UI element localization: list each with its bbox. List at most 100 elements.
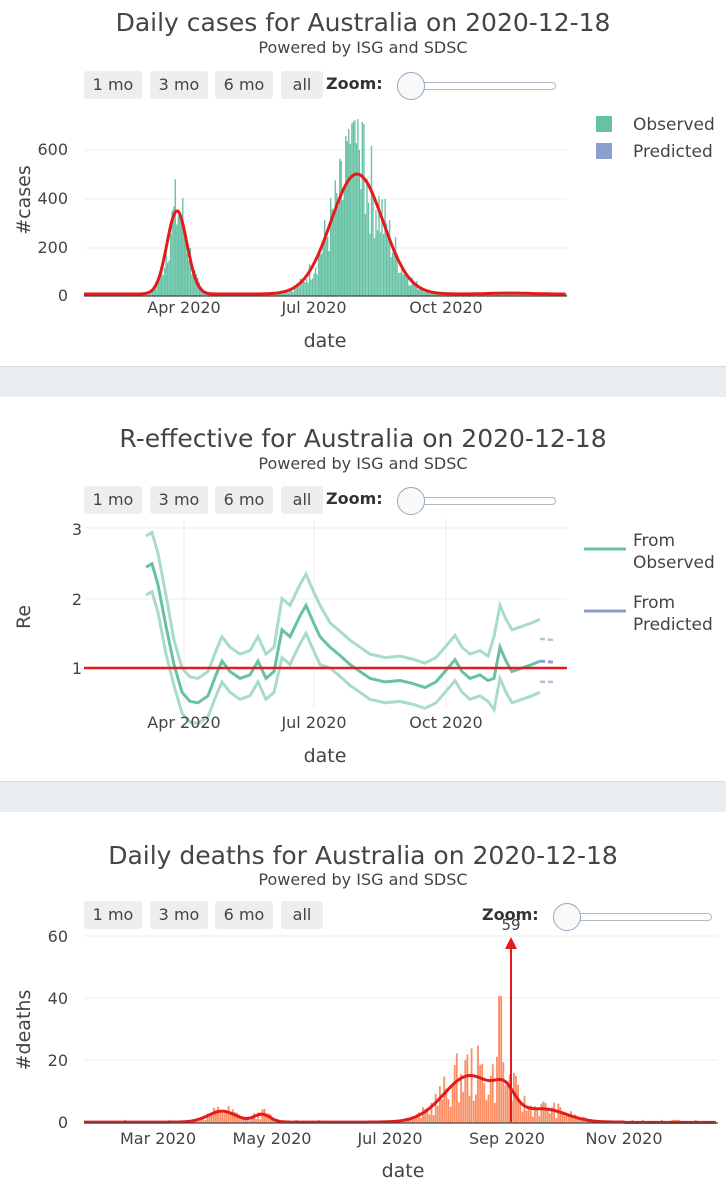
case-bar: [337, 206, 339, 296]
case-bar: [354, 120, 356, 296]
case-bar: [274, 293, 276, 296]
case-bar: [206, 294, 208, 296]
case-bar: [432, 293, 435, 296]
case-bar: [514, 294, 516, 296]
death-bar: [475, 1094, 477, 1123]
zoom-slider-knob[interactable]: [553, 903, 581, 931]
death-bar: [587, 1121, 589, 1123]
death-bar: [557, 1103, 560, 1123]
death-bar: [422, 1107, 424, 1123]
range-button-6mo[interactable]: 6 mo: [215, 486, 273, 514]
case-bar: [158, 281, 160, 296]
case-bar: [372, 191, 374, 296]
x-tick-label: Sep 2020: [469, 1129, 545, 1148]
range-button-3mo[interactable]: 3 mo: [150, 486, 208, 514]
range-button-3mo[interactable]: 3 mo: [150, 71, 208, 99]
case-bar: [188, 260, 190, 296]
case-bar: [318, 251, 320, 296]
x-axis-title: date: [304, 745, 347, 767]
death-bar: [506, 1080, 509, 1123]
y-tick-label: 0: [58, 286, 68, 305]
y-tick-label: 60: [48, 927, 68, 946]
death-bar: [527, 1106, 530, 1123]
death-bar: [447, 1099, 450, 1123]
case-bar: [195, 274, 198, 296]
case-bar: [425, 292, 427, 296]
death-bar: [563, 1115, 566, 1123]
range-button-6mo[interactable]: 6 mo: [215, 71, 273, 99]
range-button-1mo[interactable]: 1 mo: [84, 71, 142, 99]
case-bar: [299, 278, 302, 296]
range-button-6mo[interactable]: 6 mo: [215, 901, 273, 929]
death-bar: [221, 1113, 224, 1123]
death-bar: [565, 1114, 568, 1123]
range-button-1mo[interactable]: 1 mo: [84, 901, 142, 929]
death-bar: [242, 1117, 245, 1123]
case-bar: [182, 198, 184, 296]
case-bar: [391, 252, 394, 296]
death-bar: [411, 1116, 414, 1123]
case-bar: [503, 293, 505, 296]
case-bar: [145, 293, 148, 296]
zoom-slider-knob[interactable]: [397, 72, 425, 100]
death-bar: [208, 1115, 211, 1123]
death-bar: [472, 1100, 475, 1123]
case-bar: [289, 290, 291, 296]
legend: From Observed From Predicted: [584, 531, 715, 635]
death-bar: [544, 1103, 547, 1123]
x-tick-label: Mar 2020: [120, 1129, 196, 1148]
case-bar: [298, 286, 300, 296]
case-bar: [422, 289, 424, 296]
y-tick-label: 400: [37, 189, 68, 208]
range-button-3mo[interactable]: 3 mo: [150, 901, 208, 929]
case-bar: [307, 282, 309, 296]
x-tick-label: Apr 2020: [147, 298, 220, 317]
case-bar: [367, 202, 370, 296]
re-lower-bound-line: [145, 589, 541, 726]
chart-subtitle: Powered by ISG and SDSC: [258, 38, 468, 57]
case-bar: [346, 141, 348, 296]
case-bar: [407, 278, 409, 296]
y-tick-label: 0: [58, 1113, 68, 1132]
cases-bars: [84, 119, 567, 297]
case-bar: [159, 271, 161, 296]
deaths-chart: 59 0 20 40 60 Mar 2020 May 2020 Jul 2020…: [13, 916, 718, 1182]
panel-separator: [0, 781, 726, 813]
legend-swatch-observed: [596, 116, 612, 132]
case-bar: [352, 121, 355, 296]
range-button-all[interactable]: all: [281, 901, 323, 929]
case-bar: [382, 234, 385, 296]
death-bar: [426, 1108, 429, 1123]
case-bar: [287, 292, 290, 296]
death-bar: [515, 1075, 517, 1123]
death-bar: [445, 1088, 448, 1123]
death-bar: [525, 1110, 528, 1123]
death-bar: [257, 1112, 260, 1123]
case-bar: [405, 272, 407, 296]
case-bar: [565, 293, 567, 296]
case-bar: [420, 290, 422, 296]
y-tick-label: 20: [48, 1051, 68, 1070]
case-bar: [293, 285, 296, 296]
case-bar: [440, 294, 442, 296]
case-bar: [174, 179, 176, 296]
chart-subtitle: Powered by ISG and SDSC: [258, 454, 468, 473]
death-bar: [523, 1095, 526, 1123]
x-tick-label: Jul 2020: [280, 298, 346, 317]
zoom-label: Zoom:: [326, 489, 383, 508]
range-button-1mo[interactable]: 1 mo: [84, 486, 142, 514]
death-bar: [555, 1118, 558, 1123]
death-bar: [255, 1119, 257, 1123]
death-bar: [513, 1072, 515, 1123]
range-button-all[interactable]: all: [281, 486, 323, 514]
case-bar: [147, 294, 149, 296]
case-bar: [385, 223, 388, 296]
death-bar: [458, 1102, 460, 1123]
death-bar: [229, 1112, 232, 1123]
death-bar: [453, 1065, 456, 1123]
range-button-all[interactable]: all: [281, 71, 323, 99]
death-bar: [236, 1112, 238, 1123]
death-bar: [251, 1116, 253, 1123]
zoom-slider-knob[interactable]: [397, 487, 425, 515]
case-bar: [366, 178, 368, 296]
